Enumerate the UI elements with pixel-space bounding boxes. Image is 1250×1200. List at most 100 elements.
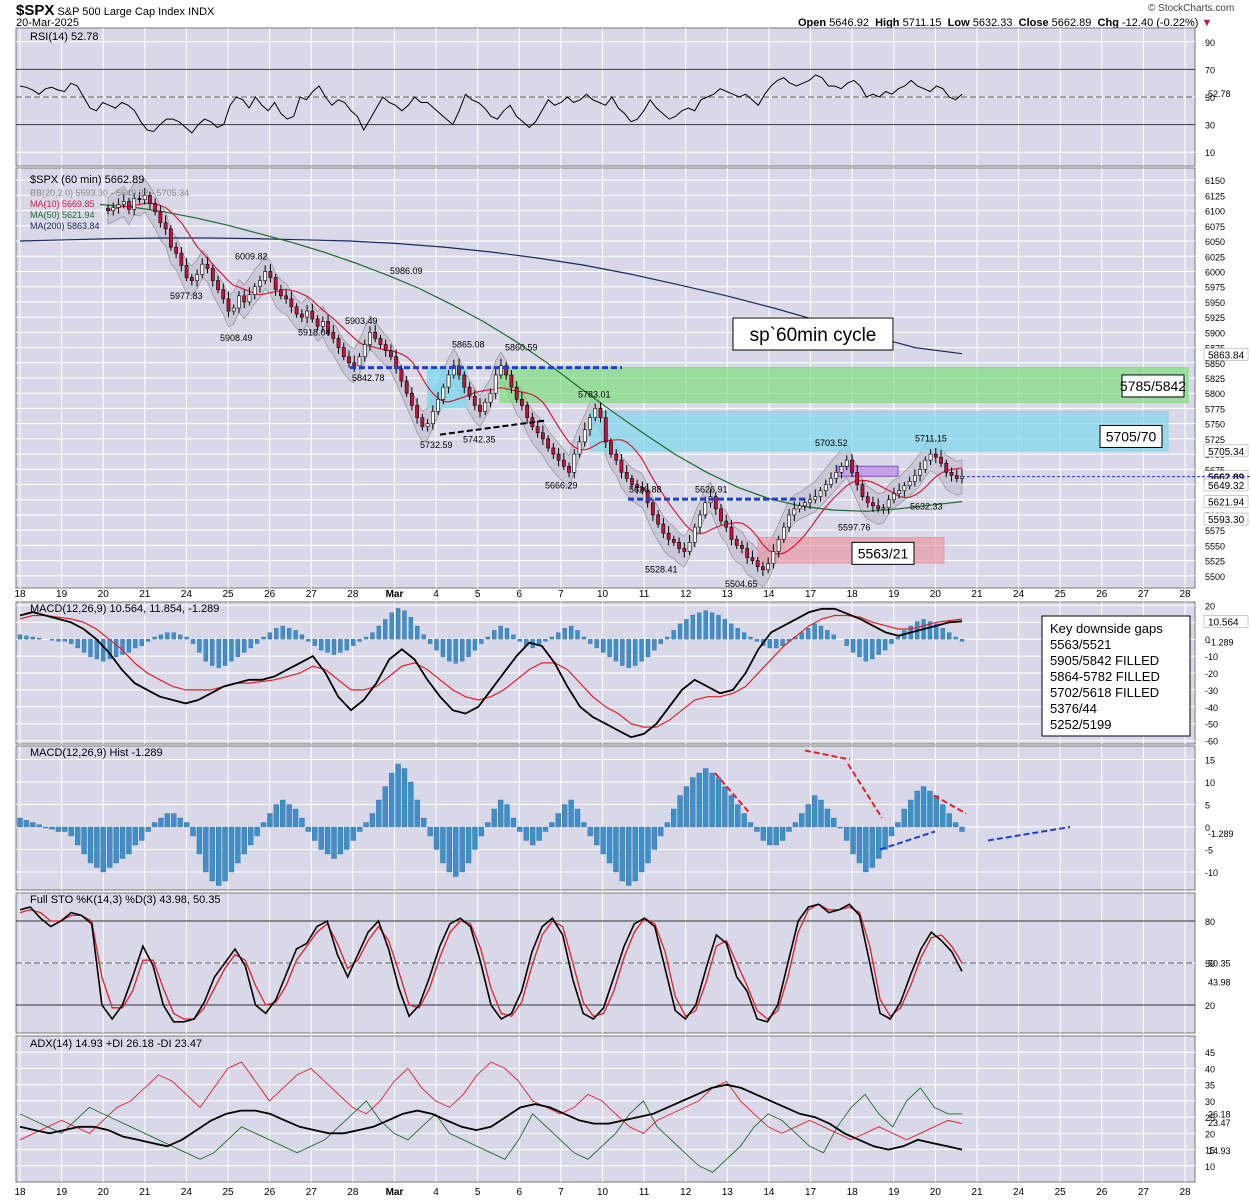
candle-body [509, 374, 514, 388]
candle [216, 275, 220, 294]
macd-bar [767, 639, 772, 649]
candle-body [116, 204, 121, 208]
x-tick-label: 20 [930, 589, 942, 600]
y-tick-label: 5 [1205, 801, 1210, 811]
x-tick-label: 19 [888, 589, 900, 600]
macd-bar [947, 632, 952, 640]
macd-bar [357, 639, 362, 642]
hist-bar [408, 781, 414, 828]
y-tick-label: 6050 [1205, 237, 1225, 247]
candle [540, 425, 545, 445]
hist-bar [280, 799, 286, 828]
candle-body [603, 417, 608, 443]
hist-bar [594, 826, 600, 846]
y-tick-label: 45 [1205, 1048, 1215, 1058]
candle-body [572, 453, 577, 473]
macd-bar [735, 628, 740, 640]
hist-bar [805, 804, 811, 828]
y-tick-label: -20 [1205, 669, 1218, 679]
x-tick-label: 6 [517, 1187, 523, 1198]
hist-bar [908, 799, 914, 828]
macd-bar [101, 639, 106, 662]
candle-body [797, 505, 802, 510]
price-annotation: 5528.41 [645, 565, 678, 575]
candle-body [226, 298, 231, 312]
x-tick-label: 24 [181, 589, 193, 600]
candle-body [205, 263, 210, 269]
candle [451, 359, 456, 379]
candle [127, 197, 131, 215]
candle-body [933, 453, 938, 458]
hist-bar [305, 826, 312, 832]
macd-bar [626, 639, 631, 668]
hist-bar [485, 822, 491, 828]
macd-bar [88, 639, 93, 657]
candle [499, 358, 503, 379]
hist-bar [523, 826, 529, 841]
candle [294, 303, 299, 318]
candle-body [750, 557, 755, 561]
candle [855, 465, 860, 491]
y-tick-label: 15 [1205, 756, 1215, 766]
hist-bar [741, 813, 747, 828]
macd-bar [652, 639, 657, 651]
macd-bar [716, 614, 721, 640]
candle [850, 454, 854, 478]
macd-bar [588, 639, 593, 644]
hist-bar [587, 826, 593, 837]
hist-bar [773, 826, 779, 846]
x-tick-label: 18 [847, 1187, 859, 1198]
x-tick-label: 5 [475, 589, 481, 600]
hist-bar [581, 822, 587, 828]
hist-bar [427, 826, 433, 837]
candle [902, 482, 907, 497]
y-tick-label: 5500 [1205, 572, 1225, 582]
price-title: $SPX (60 min) 5662.89 [30, 174, 144, 186]
hist-bar [901, 808, 907, 828]
hist-bar [478, 826, 485, 837]
x-tick-label: 10 [597, 1187, 609, 1198]
candle-body [892, 493, 896, 501]
macd-bar [690, 614, 696, 640]
candle-body [310, 310, 315, 320]
hist-bar [216, 826, 222, 886]
candle-body [179, 252, 184, 266]
macd-bar [549, 636, 555, 640]
macd-bar [927, 621, 933, 640]
x-tick-label: 21 [971, 1187, 983, 1198]
hist-bar [440, 826, 446, 864]
candle [598, 402, 603, 423]
price-annotation: 5842.78 [352, 373, 385, 383]
price-annotation: 5860.59 [505, 342, 538, 352]
y-tick-label: -10 [1205, 652, 1218, 662]
candle [839, 462, 844, 479]
watermark: © StockCharts.com [1148, 3, 1235, 14]
macd-bar [498, 625, 503, 640]
candle [467, 382, 472, 400]
macd-bar [818, 625, 824, 640]
candle [210, 264, 215, 287]
macd-bar [254, 639, 260, 644]
macd-bar [248, 639, 253, 649]
x-tick-label: 28 [1179, 1187, 1191, 1198]
candle [116, 198, 121, 214]
candle-body [954, 475, 959, 479]
macd-bar [299, 634, 305, 640]
macd-bar [934, 623, 939, 640]
candle [713, 493, 718, 515]
candle-body [189, 277, 194, 281]
hist-bar [779, 826, 786, 841]
candle-body [231, 307, 236, 312]
hist-bar [651, 826, 658, 850]
bollinger-band [107, 178, 963, 588]
candle-body [593, 408, 598, 418]
macd-last-value: 10.564 [1208, 617, 1239, 628]
candle [305, 304, 309, 324]
macd-bar [607, 639, 612, 657]
macd-bar [562, 628, 567, 640]
hist-bar [491, 808, 497, 828]
y-tick-label: 90 [1205, 38, 1215, 48]
macd-hist-last-value: -1.289 [1208, 637, 1234, 647]
hist-trend-red-4 [933, 794, 967, 815]
candle-body [661, 523, 666, 534]
